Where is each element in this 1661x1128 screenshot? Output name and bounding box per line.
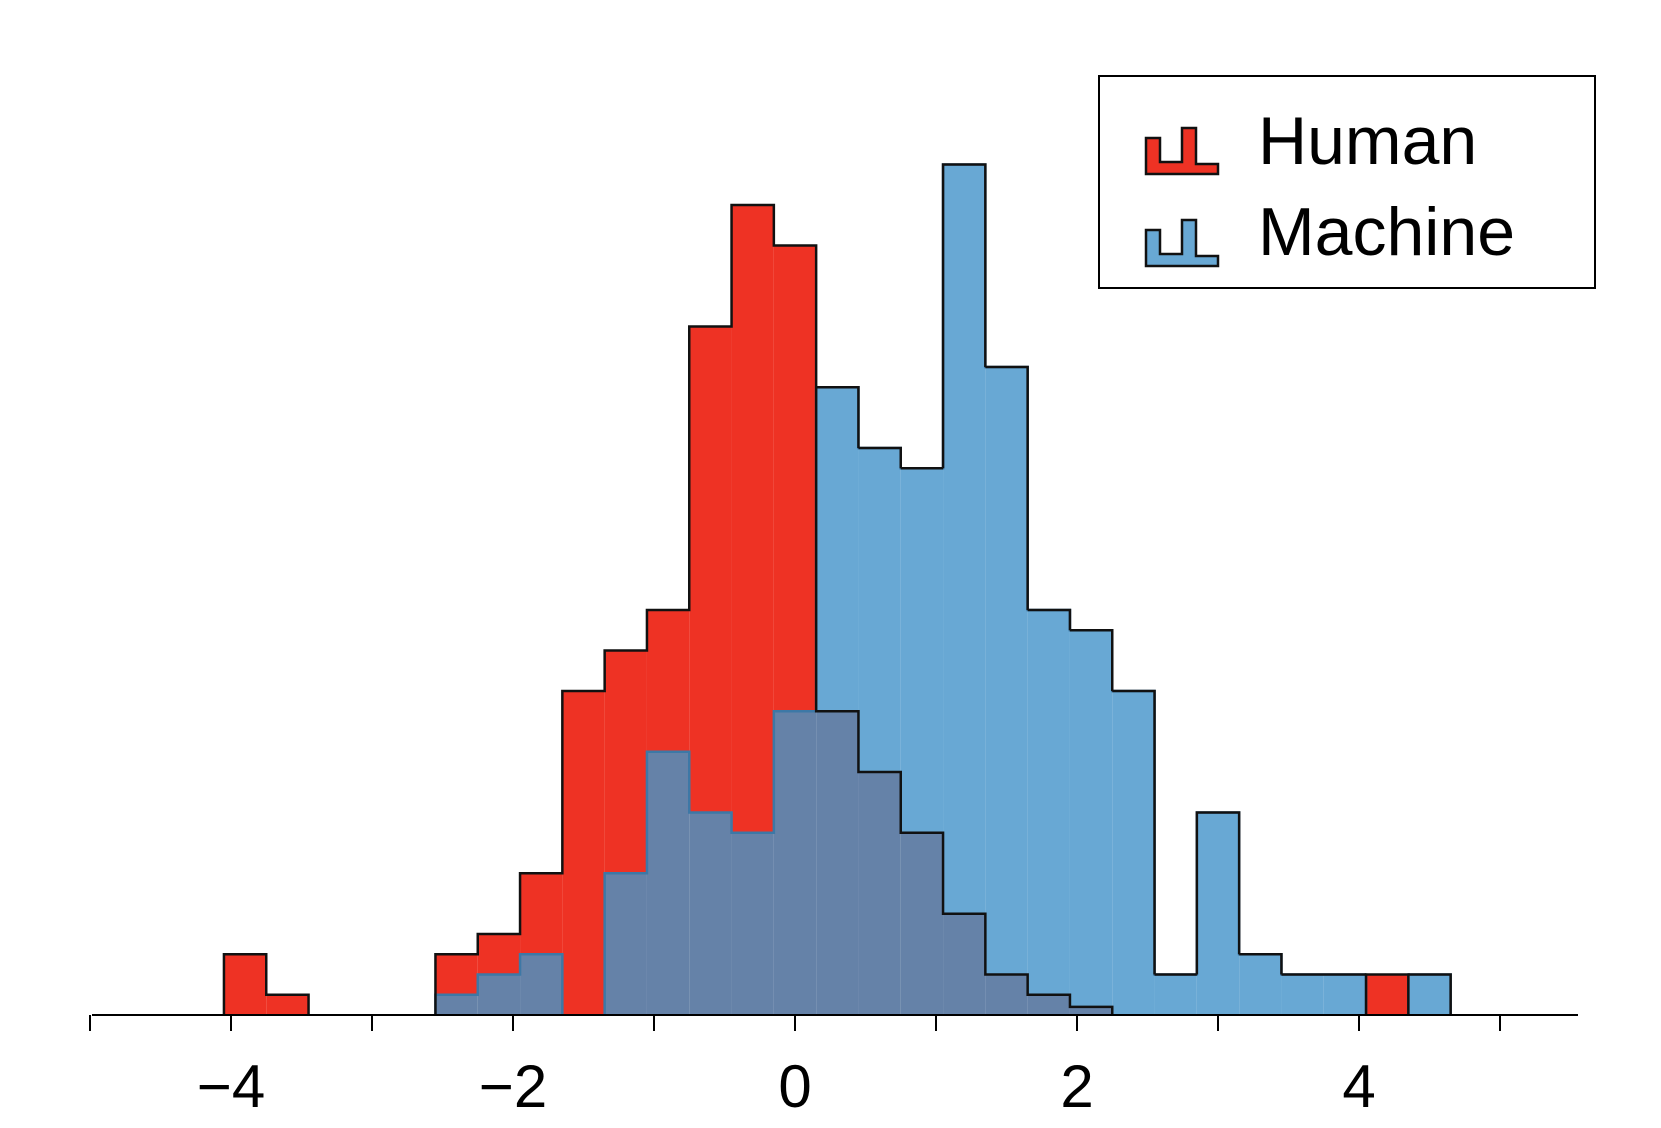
bar-human-8 xyxy=(562,691,605,1015)
bar-human-9 xyxy=(604,650,647,874)
outline-layer xyxy=(222,163,1452,1015)
x-tick-label-1: −2 xyxy=(479,1053,547,1120)
bar-human-7 xyxy=(520,873,563,955)
bar-machine-14 xyxy=(816,387,859,712)
x-tick-label-0: −4 xyxy=(197,1053,265,1120)
x-tick-label-4: 4 xyxy=(1342,1053,1375,1120)
bar-machine-23 xyxy=(1196,812,1240,1015)
legend-machine-icon xyxy=(1144,218,1220,268)
bar-human-13 xyxy=(773,245,817,712)
outline-machine-top xyxy=(816,163,1452,1015)
bar-machine-18 xyxy=(985,367,1028,975)
bar-human-11 xyxy=(689,326,732,813)
bar-overlap-14 xyxy=(816,711,859,1015)
legend: Human Machine xyxy=(1098,75,1596,289)
bar-overlap-10 xyxy=(646,751,690,1015)
bar-human-1 xyxy=(266,994,309,1015)
x-axis: −4 −2 0 2 4 xyxy=(89,1014,1578,1120)
bar-machine-17 xyxy=(943,164,986,914)
bar-overlap-12 xyxy=(731,832,774,1015)
outline-human xyxy=(222,203,1410,1015)
bar-overlap-11 xyxy=(689,812,732,1015)
bar-overlap-13 xyxy=(773,711,817,1015)
bar-machine-20 xyxy=(1069,630,1113,1007)
bars-layer xyxy=(223,164,1451,1015)
legend-label-machine: Machine xyxy=(1258,194,1515,270)
bar-human-6 xyxy=(477,934,521,975)
bar-overlap-6 xyxy=(477,974,521,1015)
bar-human-5 xyxy=(435,954,478,995)
bar-machine-22 xyxy=(1154,974,1197,1015)
bar-human-27 xyxy=(1366,974,1409,1015)
legend-label-human: Human xyxy=(1258,103,1477,179)
bar-machine-15 xyxy=(858,448,901,772)
bar-overlap-19 xyxy=(1027,994,1070,1015)
bar-overlap-20 xyxy=(1069,1006,1113,1015)
bar-overlap-18 xyxy=(985,974,1028,1015)
bar-human-12 xyxy=(731,205,774,833)
bar-overlap-16 xyxy=(900,832,944,1015)
bar-machine-28 xyxy=(1408,974,1451,1015)
bar-machine-24 xyxy=(1239,954,1282,1015)
bar-machine-16 xyxy=(900,468,944,833)
legend-human-icon xyxy=(1144,126,1220,176)
x-tick-label-3: 2 xyxy=(1060,1053,1093,1120)
bar-human-0 xyxy=(223,954,267,1015)
bar-overlap-17 xyxy=(943,913,986,1015)
overlap-layer xyxy=(435,711,1113,1015)
bar-overlap-15 xyxy=(858,772,901,1015)
bar-machine-26 xyxy=(1323,974,1367,1015)
bar-overlap-5 xyxy=(435,994,478,1015)
bar-overlap-9 xyxy=(604,873,647,1015)
legend-box xyxy=(1098,75,1596,289)
bar-overlap-7 xyxy=(520,954,563,1015)
x-tick-label-2: 0 xyxy=(778,1053,811,1120)
bar-machine-25 xyxy=(1281,974,1324,1015)
bar-machine-21 xyxy=(1112,691,1155,1015)
bar-human-10 xyxy=(646,610,690,752)
bar-machine-19 xyxy=(1027,610,1070,995)
